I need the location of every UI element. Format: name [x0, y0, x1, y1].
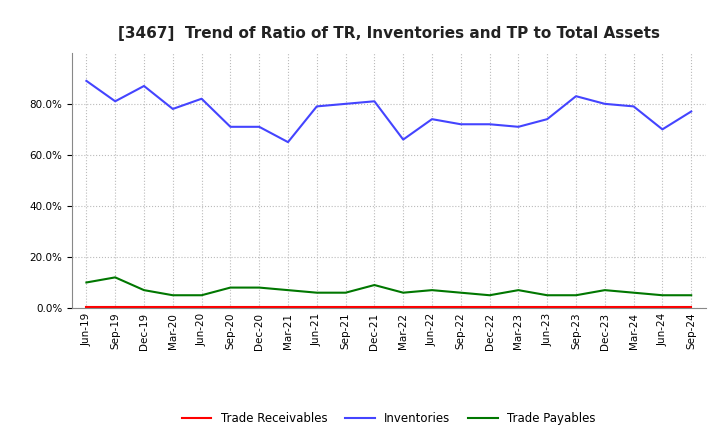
Trade Receivables — [82, 304, 91, 309]
Trade Payables — [485, 293, 494, 298]
Legend: Trade Receivables, Inventories, Trade Payables: Trade Receivables, Inventories, Trade Pa… — [177, 407, 600, 430]
Line: Inventories: Inventories — [86, 81, 691, 142]
Trade Payables — [341, 290, 350, 295]
Trade Receivables — [399, 304, 408, 309]
Trade Payables — [428, 287, 436, 293]
Trade Receivables — [428, 304, 436, 309]
Trade Payables — [600, 287, 609, 293]
Trade Receivables — [341, 304, 350, 309]
Trade Payables — [312, 290, 321, 295]
Trade Payables — [140, 287, 148, 293]
Trade Payables — [687, 293, 696, 298]
Trade Receivables — [514, 304, 523, 309]
Inventories — [600, 101, 609, 106]
Trade Payables — [284, 287, 292, 293]
Trade Payables — [572, 293, 580, 298]
Trade Receivables — [197, 304, 206, 309]
Trade Receivables — [168, 304, 177, 309]
Inventories — [629, 104, 638, 109]
Trade Receivables — [456, 304, 465, 309]
Trade Receivables — [370, 304, 379, 309]
Trade Receivables — [312, 304, 321, 309]
Inventories — [687, 109, 696, 114]
Trade Receivables — [543, 304, 552, 309]
Trade Receivables — [485, 304, 494, 309]
Trade Payables — [658, 293, 667, 298]
Inventories — [197, 96, 206, 101]
Trade Payables — [197, 293, 206, 298]
Inventories — [284, 139, 292, 145]
Inventories — [111, 99, 120, 104]
Trade Payables — [168, 293, 177, 298]
Trade Receivables — [284, 304, 292, 309]
Inventories — [658, 127, 667, 132]
Text: [3467]  Trend of Ratio of TR, Inventories and TP to Total Assets: [3467] Trend of Ratio of TR, Inventories… — [118, 26, 660, 41]
Trade Payables — [629, 290, 638, 295]
Trade Payables — [514, 287, 523, 293]
Inventories — [572, 94, 580, 99]
Inventories — [543, 117, 552, 122]
Inventories — [485, 121, 494, 127]
Trade Receivables — [600, 304, 609, 309]
Trade Receivables — [255, 304, 264, 309]
Inventories — [168, 106, 177, 112]
Inventories — [514, 124, 523, 129]
Trade Payables — [255, 285, 264, 290]
Line: Trade Payables: Trade Payables — [86, 277, 691, 295]
Trade Payables — [82, 280, 91, 285]
Inventories — [370, 99, 379, 104]
Trade Payables — [370, 282, 379, 288]
Trade Payables — [456, 290, 465, 295]
Inventories — [428, 117, 436, 122]
Trade Payables — [226, 285, 235, 290]
Trade Receivables — [111, 304, 120, 309]
Inventories — [399, 137, 408, 142]
Inventories — [456, 121, 465, 127]
Trade Receivables — [658, 304, 667, 309]
Trade Receivables — [572, 304, 580, 309]
Trade Payables — [543, 293, 552, 298]
Inventories — [82, 78, 91, 84]
Trade Receivables — [140, 304, 148, 309]
Inventories — [140, 83, 148, 88]
Inventories — [226, 124, 235, 129]
Inventories — [341, 101, 350, 106]
Inventories — [255, 124, 264, 129]
Trade Payables — [399, 290, 408, 295]
Inventories — [312, 104, 321, 109]
Trade Receivables — [687, 304, 696, 309]
Trade Payables — [111, 275, 120, 280]
Trade Receivables — [629, 304, 638, 309]
Trade Receivables — [226, 304, 235, 309]
